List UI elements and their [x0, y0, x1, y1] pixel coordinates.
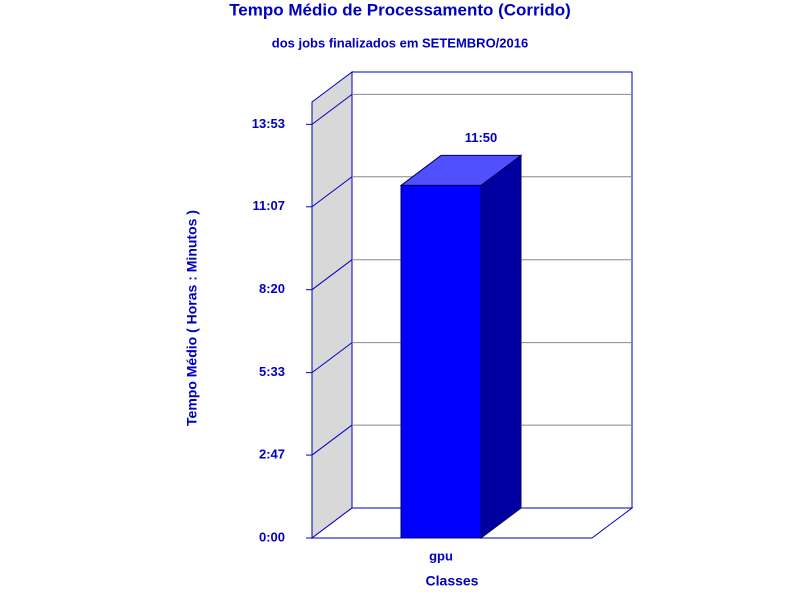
- bar-side: [480, 154, 522, 539]
- grid-line: [311, 424, 353, 456]
- y-tick-label: 5:33: [259, 364, 285, 379]
- grid-line: [311, 176, 353, 208]
- chart-title: Tempo Médio de Processamento (Corrido): [229, 0, 571, 19]
- y-axis-title: Tempo Médio ( Horas : Minutos ): [184, 210, 200, 426]
- bar: [400, 184, 482, 539]
- grid-line: [311, 342, 353, 374]
- y-tick-label: 2:47: [259, 447, 285, 462]
- left-wall: [311, 71, 353, 539]
- value-label: 11:50: [465, 130, 498, 145]
- chart-subtitle: dos jobs finalizados em SETEMBRO/2016: [272, 35, 528, 50]
- y-tick-label: 11:07: [252, 198, 285, 213]
- y-tick-label: 0:00: [259, 529, 285, 544]
- y-tick-label: 13:53: [252, 116, 285, 131]
- grid-line: [311, 93, 353, 125]
- grid-line: [311, 259, 353, 291]
- y-tick-label: 8:20: [259, 281, 285, 296]
- x-axis-title: Classes: [426, 573, 479, 589]
- x-tick-label: gpu: [429, 548, 453, 563]
